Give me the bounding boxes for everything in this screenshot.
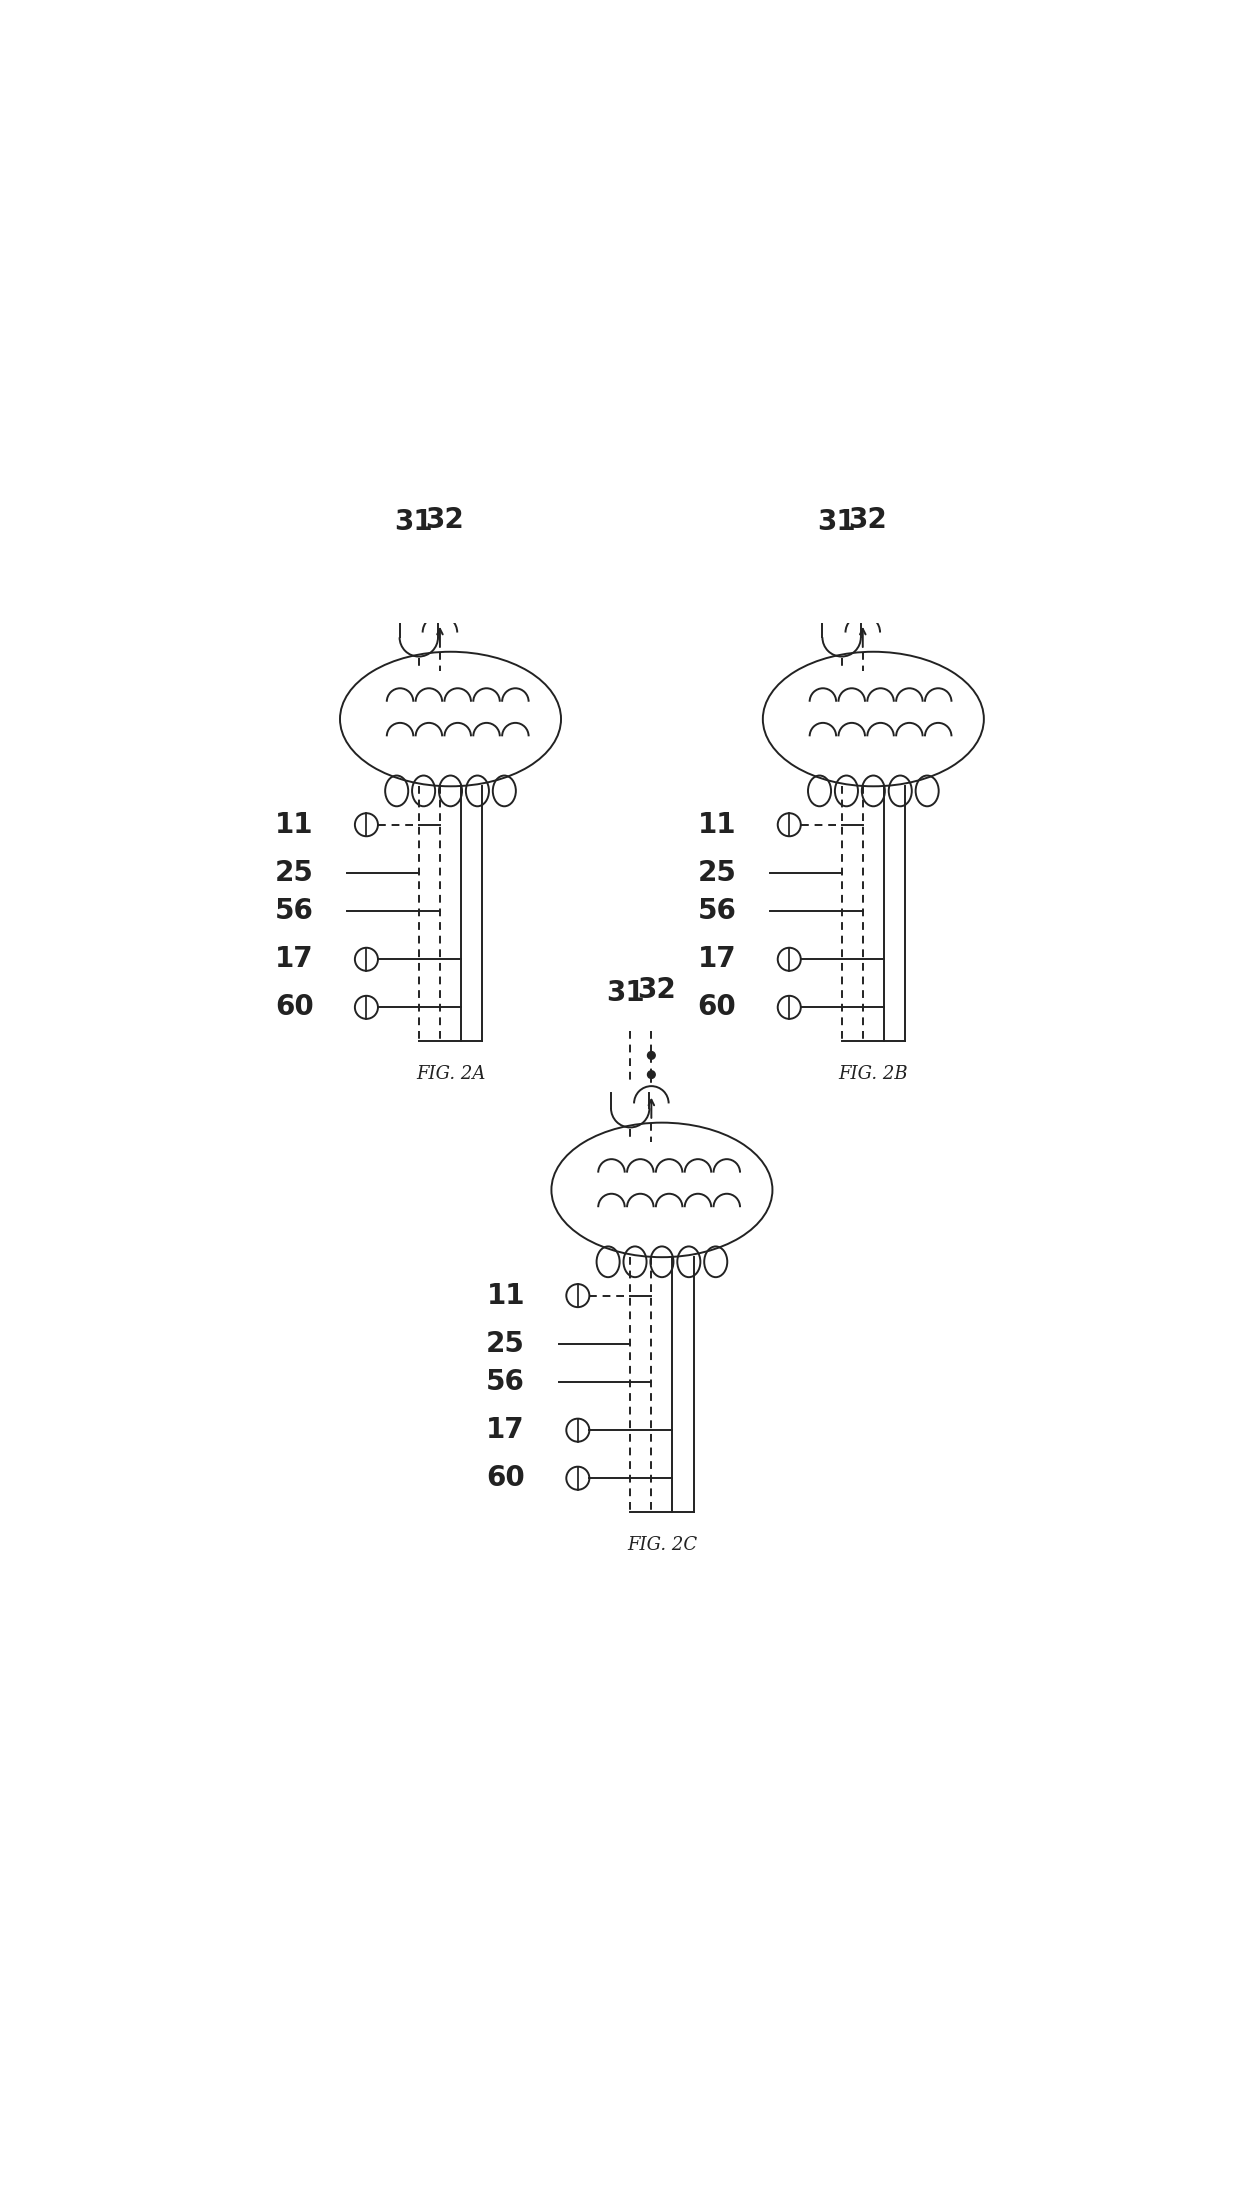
Text: 60: 60 bbox=[275, 994, 314, 1020]
Text: 25: 25 bbox=[486, 1331, 525, 1357]
Text: 31: 31 bbox=[394, 509, 433, 538]
Text: FIG. 2B: FIG. 2B bbox=[838, 1064, 908, 1084]
Circle shape bbox=[647, 1051, 655, 1060]
Text: FIG. 2A: FIG. 2A bbox=[415, 1064, 485, 1084]
Circle shape bbox=[436, 581, 444, 588]
Text: 25: 25 bbox=[275, 859, 314, 887]
Text: 31: 31 bbox=[606, 979, 645, 1007]
Text: 32: 32 bbox=[848, 505, 887, 533]
Text: FIG. 2C: FIG. 2C bbox=[627, 1536, 697, 1554]
Text: 17: 17 bbox=[486, 1416, 525, 1444]
Text: 11: 11 bbox=[275, 811, 314, 839]
Text: 31: 31 bbox=[817, 509, 856, 538]
Circle shape bbox=[436, 601, 444, 607]
Text: 17: 17 bbox=[275, 946, 314, 972]
Text: 32: 32 bbox=[425, 505, 464, 533]
Text: 25: 25 bbox=[698, 859, 737, 887]
Circle shape bbox=[859, 581, 867, 588]
Text: 56: 56 bbox=[486, 1368, 525, 1396]
Text: 56: 56 bbox=[275, 898, 314, 924]
Circle shape bbox=[647, 1071, 655, 1079]
Text: 17: 17 bbox=[698, 946, 737, 972]
Text: 56: 56 bbox=[698, 898, 737, 924]
Text: 11: 11 bbox=[486, 1283, 525, 1309]
Text: 32: 32 bbox=[637, 977, 676, 1005]
Text: 60: 60 bbox=[698, 994, 737, 1020]
Text: 11: 11 bbox=[698, 811, 737, 839]
Text: 60: 60 bbox=[486, 1464, 525, 1492]
Circle shape bbox=[859, 601, 867, 607]
